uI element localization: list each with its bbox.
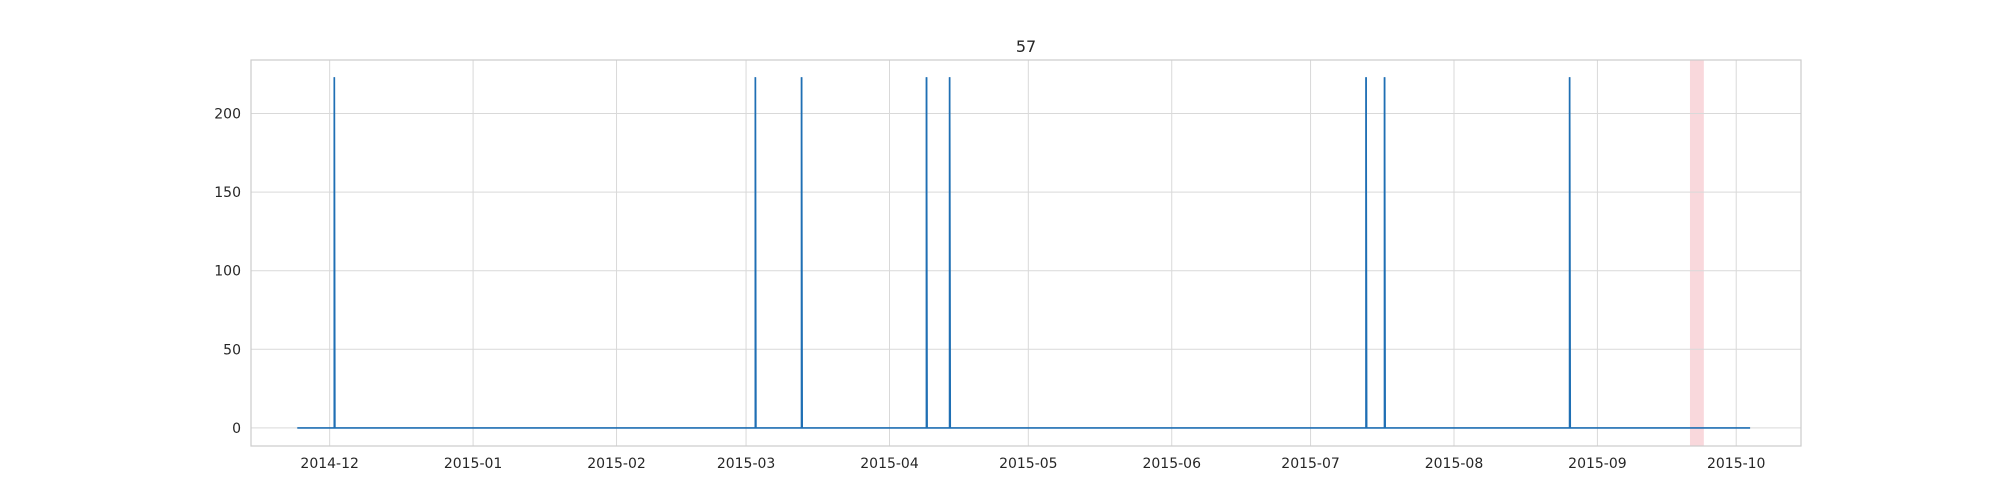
y-axis-ticks: 0 50 100 150 200 <box>214 106 241 436</box>
x-tick-label: 2015-08 <box>1425 456 1484 472</box>
x-tick-label: 2015-04 <box>860 456 919 472</box>
plot-frame <box>250 59 1802 447</box>
grid-layer <box>251 60 1801 446</box>
series-line <box>297 77 1751 429</box>
y-tick-label: 200 <box>214 106 241 122</box>
x-tick-label: 2015-10 <box>1707 456 1766 472</box>
x-tick-label: 2015-09 <box>1568 456 1627 472</box>
x-tick-label: 2015-02 <box>587 456 646 472</box>
x-tick-label: 2015-01 <box>444 456 503 472</box>
x-tick-label: 2015-05 <box>999 456 1058 472</box>
x-tick-label: 2015-06 <box>1142 456 1201 472</box>
y-tick-label: 50 <box>223 342 241 358</box>
y-tick-label: 0 <box>232 421 241 437</box>
highlight-band-layer <box>1689 60 1704 446</box>
x-tick-label: 2015-03 <box>717 456 776 472</box>
y-tick-label: 150 <box>214 185 241 201</box>
chart-title: 57 <box>1016 37 1036 56</box>
x-axis-ticks: 2014-12 2015-01 2015-02 2015-03 2015-04 2015-… <box>300 456 1765 472</box>
x-tick-label: 2014-12 <box>300 456 359 472</box>
series-layer <box>297 77 1751 429</box>
x-tick-label: 2015-07 <box>1281 456 1340 472</box>
highlight-band <box>1689 60 1704 446</box>
y-tick-label: 100 <box>214 264 241 280</box>
